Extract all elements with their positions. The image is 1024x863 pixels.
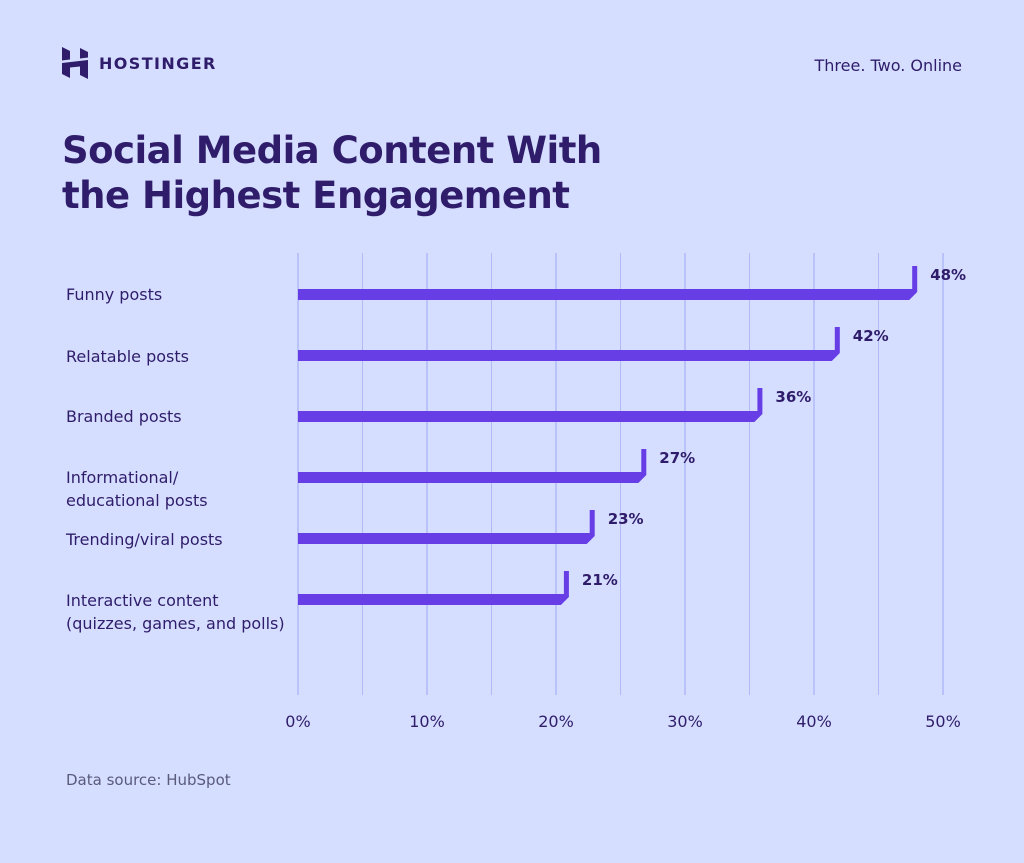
category-label: Branded posts	[66, 407, 182, 426]
tagline: Three. Two. Online	[814, 56, 963, 75]
bar	[298, 388, 763, 422]
bar	[298, 266, 918, 300]
bar-value-label: 27%	[659, 449, 695, 467]
bar-value-label: 21%	[582, 571, 618, 589]
category-label: Trending/viral posts	[66, 530, 223, 549]
data-source-note: Data source: HubSpot	[66, 771, 231, 789]
hostinger-logo: HOSTINGER	[62, 47, 217, 79]
x-tick-label: 10%	[409, 712, 445, 731]
chart-title-line-2: the Highest Engagement	[62, 174, 570, 217]
bar-value-label: 36%	[775, 388, 811, 406]
x-tick-label: 40%	[796, 712, 832, 731]
hostinger-logo-icon	[62, 47, 88, 79]
category-label: Funny posts	[66, 285, 163, 304]
x-tick-label: 50%	[925, 712, 961, 731]
bar	[298, 510, 595, 544]
bar-value-label: 23%	[608, 510, 644, 528]
category-label: Relatable posts	[66, 347, 189, 366]
category-label: Interactive content (quizzes, games, and…	[66, 591, 285, 633]
chart-title: Social Media Content With the Highest En…	[62, 128, 682, 218]
bar	[298, 327, 840, 361]
brand-name: HOSTINGER	[99, 53, 217, 73]
bar	[298, 449, 647, 483]
x-tick-label: 20%	[538, 712, 574, 731]
x-tick-label: 30%	[667, 712, 703, 731]
bar-value-label: 42%	[853, 327, 889, 345]
chart-title-line-1: Social Media Content With	[62, 129, 602, 172]
bar-value-label: 48%	[930, 266, 966, 284]
category-label: Informational/ educational posts	[66, 468, 208, 510]
bar	[298, 571, 569, 605]
x-tick-label: 0%	[285, 712, 310, 731]
